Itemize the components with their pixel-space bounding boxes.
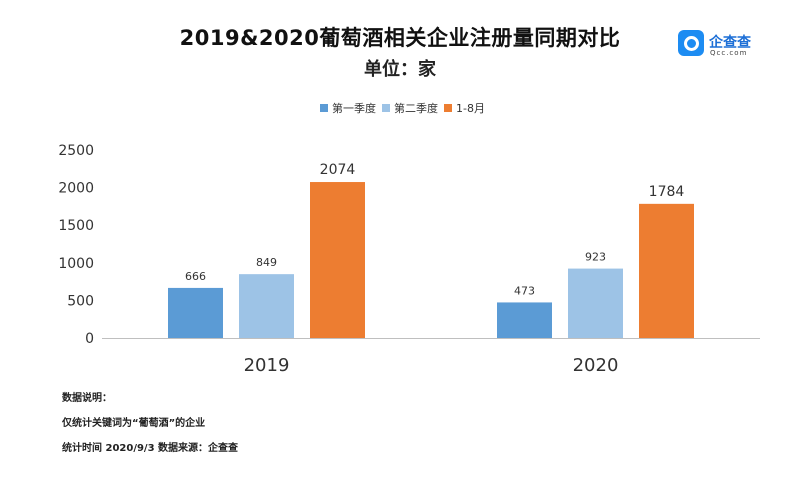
bar	[168, 287, 223, 338]
bar-data-label: 923	[585, 251, 606, 264]
bar-data-label: 666	[185, 270, 206, 283]
notes-heading: 数据说明：	[62, 393, 112, 404]
logo-name: 企查查	[709, 35, 751, 51]
chart-subtitle: 单位：家	[364, 59, 436, 80]
legend-label-jan-aug: 1-8月	[456, 102, 485, 115]
y-tick-label: 2000	[58, 181, 94, 197]
bar-data-label: 473	[514, 284, 535, 297]
data-notes: 数据说明： 仅统计关键词为“葡萄酒”的企业 统计时间 2020/9/3 数据来源…	[62, 389, 238, 464]
qcc-logo-icon	[678, 30, 704, 56]
y-tick-label: 0	[85, 331, 94, 347]
notes-scope: 仅统计关键词为“葡萄酒”的企业	[62, 418, 206, 429]
x-tick-label: 2019	[244, 355, 290, 376]
legend-item-q1: 第一季度	[320, 100, 376, 116]
x-tick-label: 2020	[573, 355, 619, 376]
bar-data-label: 2074	[320, 162, 356, 178]
legend-swatch-q2	[382, 104, 390, 112]
logo-sub: Qcc.com	[710, 49, 748, 57]
bar	[497, 302, 552, 338]
legend-item-jan-aug: 1-8月	[444, 100, 485, 116]
y-tick-label: 1000	[58, 256, 94, 272]
y-tick-label: 2500	[58, 143, 94, 159]
chart-legend: 第一季度 第二季度 1-8月	[320, 101, 491, 115]
legend-swatch-q1	[320, 104, 328, 112]
bar	[568, 268, 623, 338]
bar	[639, 203, 694, 338]
y-tick-label: 1500	[58, 218, 94, 234]
qcc-logo: 企查查 Qcc.com	[678, 30, 778, 60]
legend-label-q1: 第一季度	[332, 102, 376, 115]
chart-title: 2019&2020葡萄酒相关企业注册量同期对比	[179, 26, 621, 50]
legend-label-q2: 第二季度	[394, 102, 438, 115]
bar-data-label: 849	[256, 256, 277, 269]
bar	[239, 274, 294, 338]
notes-source: 统计时间 2020/9/3 数据来源：企查查	[62, 443, 239, 454]
bar-data-label: 1784	[649, 184, 685, 200]
legend-item-q2: 第二季度	[382, 100, 438, 116]
y-tick-label: 500	[67, 293, 94, 309]
legend-swatch-jan-aug	[444, 104, 452, 112]
bar	[310, 182, 365, 338]
